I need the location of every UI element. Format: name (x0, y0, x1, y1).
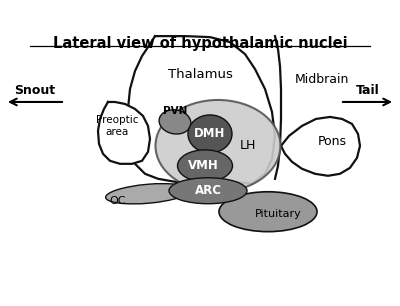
Text: LH: LH (240, 139, 256, 152)
Text: Preoptic
area: Preoptic area (96, 115, 138, 137)
Ellipse shape (178, 150, 232, 182)
Text: VMH: VMH (188, 159, 218, 172)
Text: Source: Clin Endocrinol © 2004 Blackwell Publishing: Source: Clin Endocrinol © 2004 Blackwell… (81, 288, 319, 297)
Ellipse shape (156, 100, 280, 192)
Text: www.medscape.com: www.medscape.com (140, 7, 260, 20)
Text: Medscape®: Medscape® (12, 7, 95, 20)
Polygon shape (98, 102, 150, 164)
Text: Snout: Snout (14, 84, 56, 98)
Text: Tail: Tail (356, 84, 380, 98)
Text: Lateral view of hypothalamic nuclei: Lateral view of hypothalamic nuclei (53, 36, 347, 51)
Text: Pons: Pons (318, 135, 346, 148)
Ellipse shape (188, 115, 232, 153)
Ellipse shape (159, 110, 191, 134)
Text: PVN: PVN (163, 106, 187, 116)
Text: Pituitary: Pituitary (255, 209, 301, 219)
Text: Midbrain: Midbrain (295, 73, 349, 85)
Text: OC: OC (110, 196, 126, 206)
Ellipse shape (219, 192, 317, 232)
Polygon shape (281, 117, 360, 176)
Text: ARC: ARC (194, 184, 222, 197)
Ellipse shape (169, 178, 247, 204)
Text: Thalamus: Thalamus (168, 68, 232, 80)
Ellipse shape (106, 184, 190, 204)
Text: DMH: DMH (194, 127, 226, 140)
Polygon shape (128, 36, 275, 184)
